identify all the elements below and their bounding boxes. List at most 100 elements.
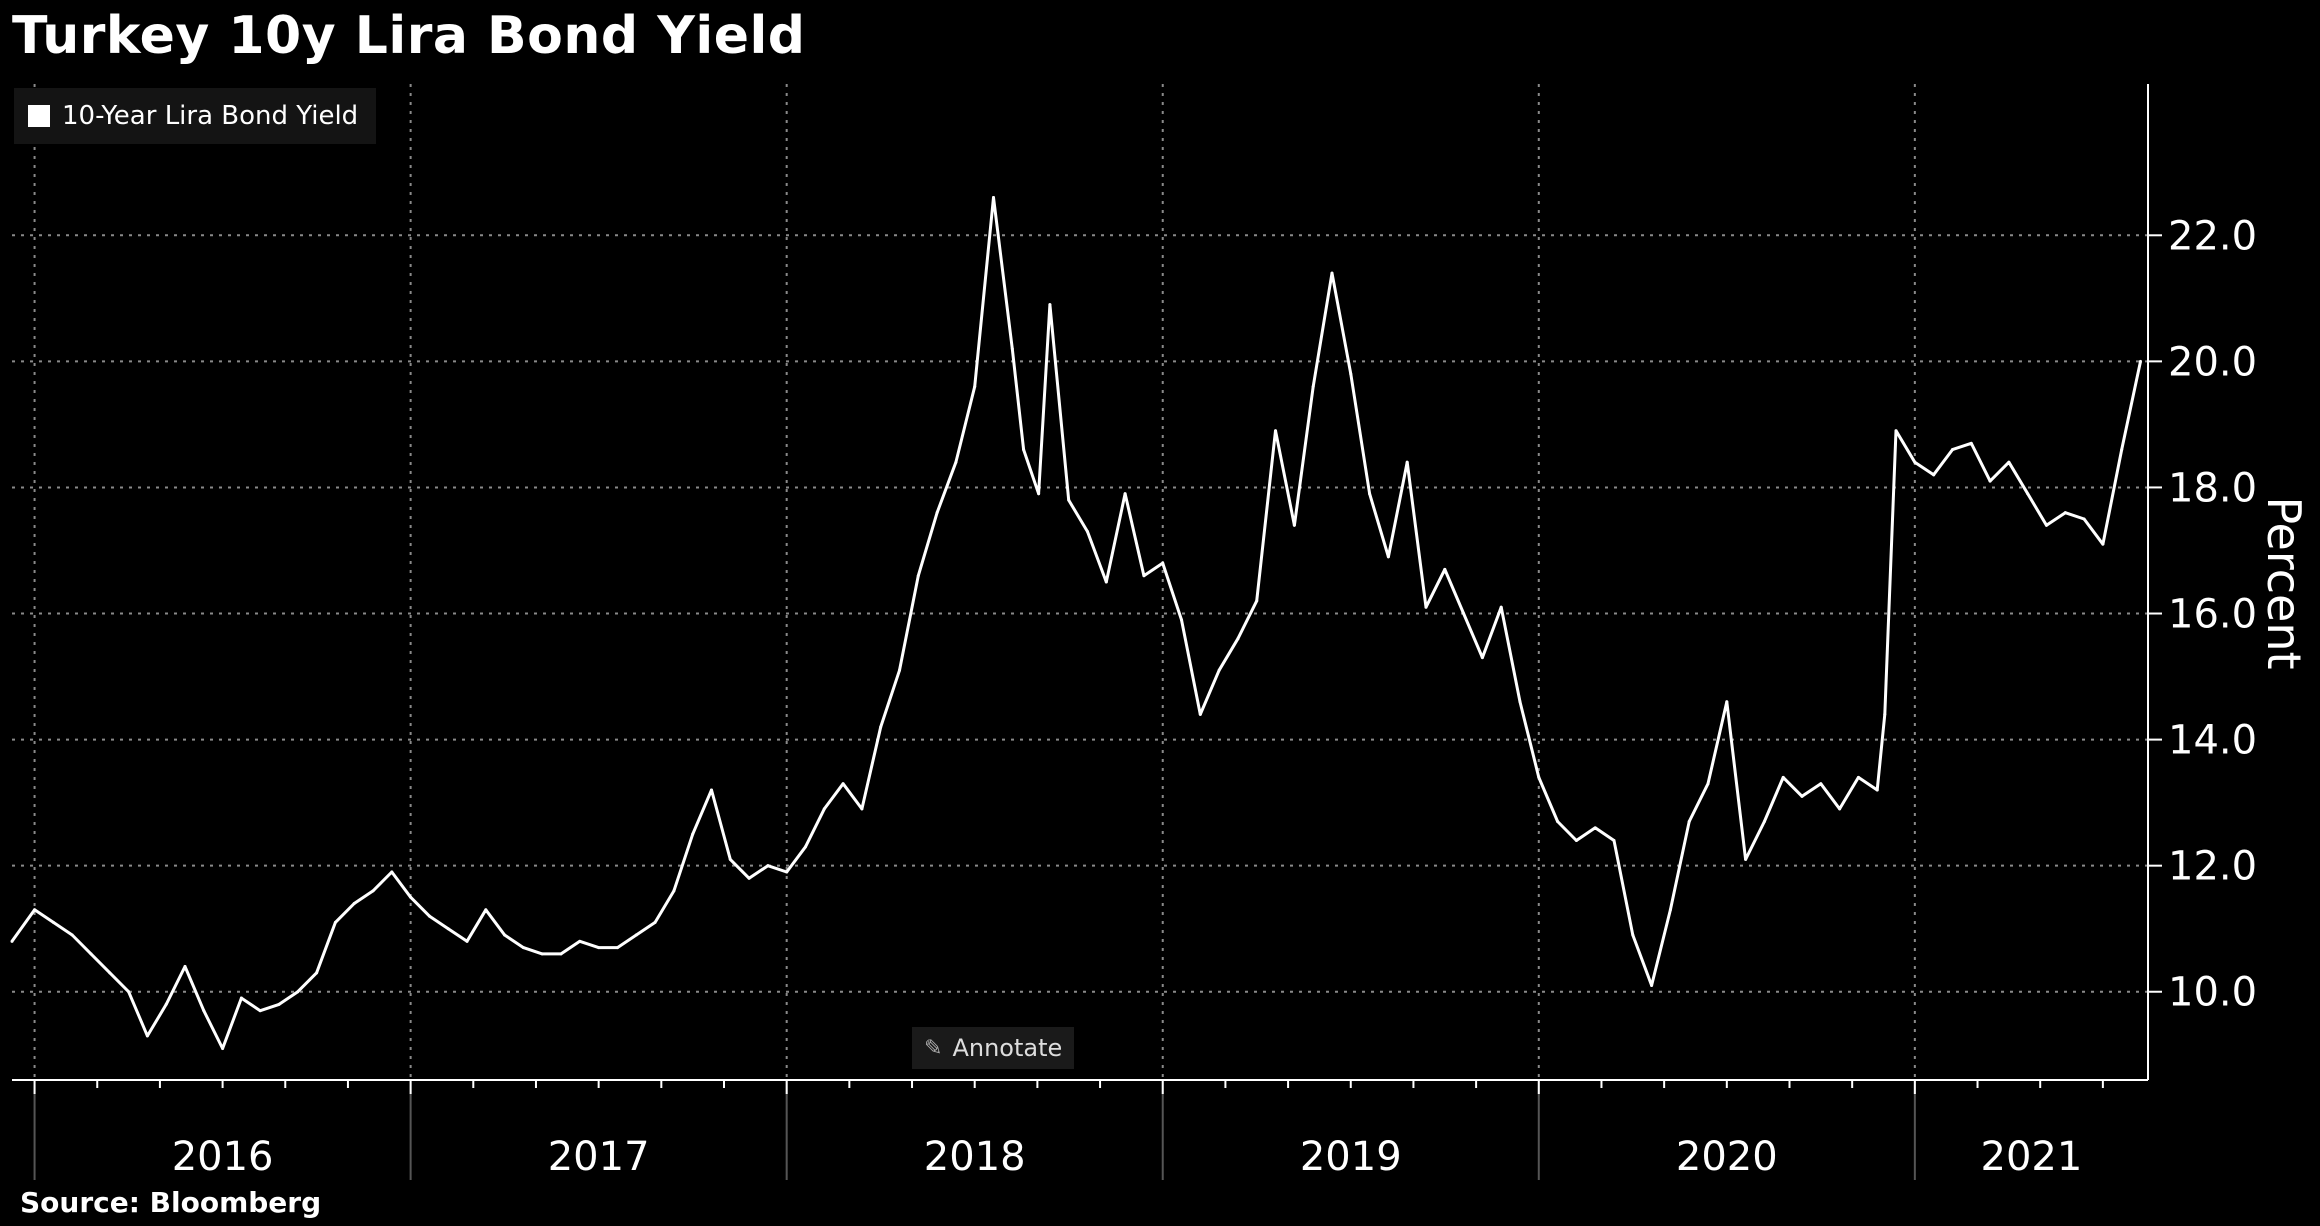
data-point bbox=[691, 832, 695, 836]
data-point bbox=[164, 1002, 168, 1006]
data-point bbox=[427, 914, 431, 918]
data-point bbox=[352, 901, 356, 905]
data-point bbox=[2063, 511, 2067, 515]
grid-lines bbox=[12, 84, 2148, 1080]
data-point bbox=[2082, 517, 2086, 521]
legend: 10-Year Lira Bond Yield bbox=[14, 88, 377, 144]
data-point bbox=[1368, 492, 1372, 496]
y-tick-labels: 10.0 12.0 14.0 16.0 18.0 20.0 22.0 bbox=[2168, 213, 2257, 1015]
data-point bbox=[1725, 700, 1729, 704]
data-point bbox=[33, 908, 37, 912]
x-tick-label: 2021 bbox=[1981, 1134, 2083, 1180]
data-point bbox=[1883, 712, 1887, 716]
y-tick-label: 12.0 bbox=[2168, 844, 2257, 890]
data-point bbox=[465, 939, 469, 943]
data-point bbox=[973, 385, 977, 389]
data-point bbox=[785, 870, 789, 874]
legend-label: 10-Year Lira Bond Yield bbox=[62, 101, 359, 131]
data-point bbox=[1424, 605, 1428, 609]
data-point bbox=[540, 952, 544, 956]
data-point bbox=[70, 933, 74, 937]
data-point bbox=[1593, 826, 1597, 830]
data-point bbox=[1311, 385, 1315, 389]
data-point bbox=[1631, 933, 1635, 937]
data-point bbox=[1067, 498, 1071, 502]
data-point bbox=[390, 870, 394, 874]
data-point bbox=[1255, 599, 1259, 603]
data-point bbox=[145, 1034, 149, 1038]
data-point bbox=[2044, 523, 2048, 527]
data-point bbox=[1969, 441, 1973, 445]
x-tick-label: 2018 bbox=[924, 1134, 1026, 1180]
data-point bbox=[1217, 668, 1221, 672]
legend-swatch bbox=[28, 105, 50, 127]
y-tick-label: 22.0 bbox=[2168, 213, 2257, 259]
data-point bbox=[803, 845, 807, 849]
data-point bbox=[1161, 561, 1165, 565]
data-point bbox=[672, 889, 676, 893]
data-point bbox=[89, 952, 93, 956]
data-point bbox=[371, 889, 375, 893]
data-point bbox=[954, 460, 958, 464]
data-point bbox=[2101, 542, 2105, 546]
data-point bbox=[578, 939, 582, 943]
data-point bbox=[183, 965, 187, 969]
y-tick-label: 10.0 bbox=[2168, 970, 2257, 1016]
data-point bbox=[1037, 492, 1041, 496]
data-point bbox=[1142, 574, 1146, 578]
data-point bbox=[2026, 492, 2030, 496]
data-point bbox=[1010, 347, 1014, 351]
data-point bbox=[1744, 857, 1748, 861]
data-point bbox=[1894, 429, 1898, 433]
chart-title: Turkey 10y Lira Bond Yield bbox=[12, 6, 806, 66]
data-point bbox=[1556, 820, 1560, 824]
data-point bbox=[521, 946, 525, 950]
data-point bbox=[1574, 838, 1578, 842]
data-point bbox=[239, 996, 243, 1000]
data-point bbox=[315, 971, 319, 975]
data-point bbox=[1443, 567, 1447, 571]
data-point bbox=[709, 788, 713, 792]
series-layer bbox=[10, 195, 2142, 1050]
data-point bbox=[202, 1009, 206, 1013]
data-point bbox=[484, 908, 488, 912]
data-point bbox=[1819, 782, 1823, 786]
data-point bbox=[2007, 460, 2011, 464]
data-point bbox=[597, 946, 601, 950]
annotate-label: Annotate bbox=[952, 1034, 1063, 1062]
data-point bbox=[1781, 775, 1785, 779]
data-point bbox=[277, 1002, 281, 1006]
data-point bbox=[1668, 908, 1672, 912]
x-tick-label: 2016 bbox=[172, 1134, 274, 1180]
data-point bbox=[1236, 637, 1240, 641]
data-point bbox=[1198, 712, 1202, 716]
data-point bbox=[935, 511, 939, 515]
data-point bbox=[1180, 618, 1184, 622]
data-point bbox=[1762, 820, 1766, 824]
data-point bbox=[10, 939, 14, 943]
data-point bbox=[1022, 448, 1026, 452]
data-point bbox=[1687, 820, 1691, 824]
data-point bbox=[1123, 492, 1127, 496]
data-point bbox=[1274, 429, 1278, 433]
annotate-button[interactable]: ✎ Annotate bbox=[912, 1027, 1075, 1069]
data-point bbox=[728, 857, 732, 861]
data-point bbox=[1292, 523, 1296, 527]
data-point bbox=[992, 195, 996, 199]
data-point bbox=[258, 1009, 262, 1013]
data-point bbox=[446, 927, 450, 931]
data-point bbox=[1838, 807, 1842, 811]
data-point bbox=[766, 864, 770, 868]
data-point bbox=[108, 971, 112, 975]
data-point bbox=[1706, 782, 1710, 786]
data-point bbox=[2138, 359, 2142, 363]
data-point bbox=[51, 920, 55, 924]
data-point bbox=[1518, 700, 1522, 704]
y-tick-label: 16.0 bbox=[2168, 592, 2257, 638]
data-point bbox=[747, 876, 751, 880]
data-point bbox=[634, 933, 638, 937]
data-point bbox=[897, 668, 901, 672]
data-point bbox=[1349, 372, 1353, 376]
y-tick-label: 14.0 bbox=[2168, 718, 2257, 764]
